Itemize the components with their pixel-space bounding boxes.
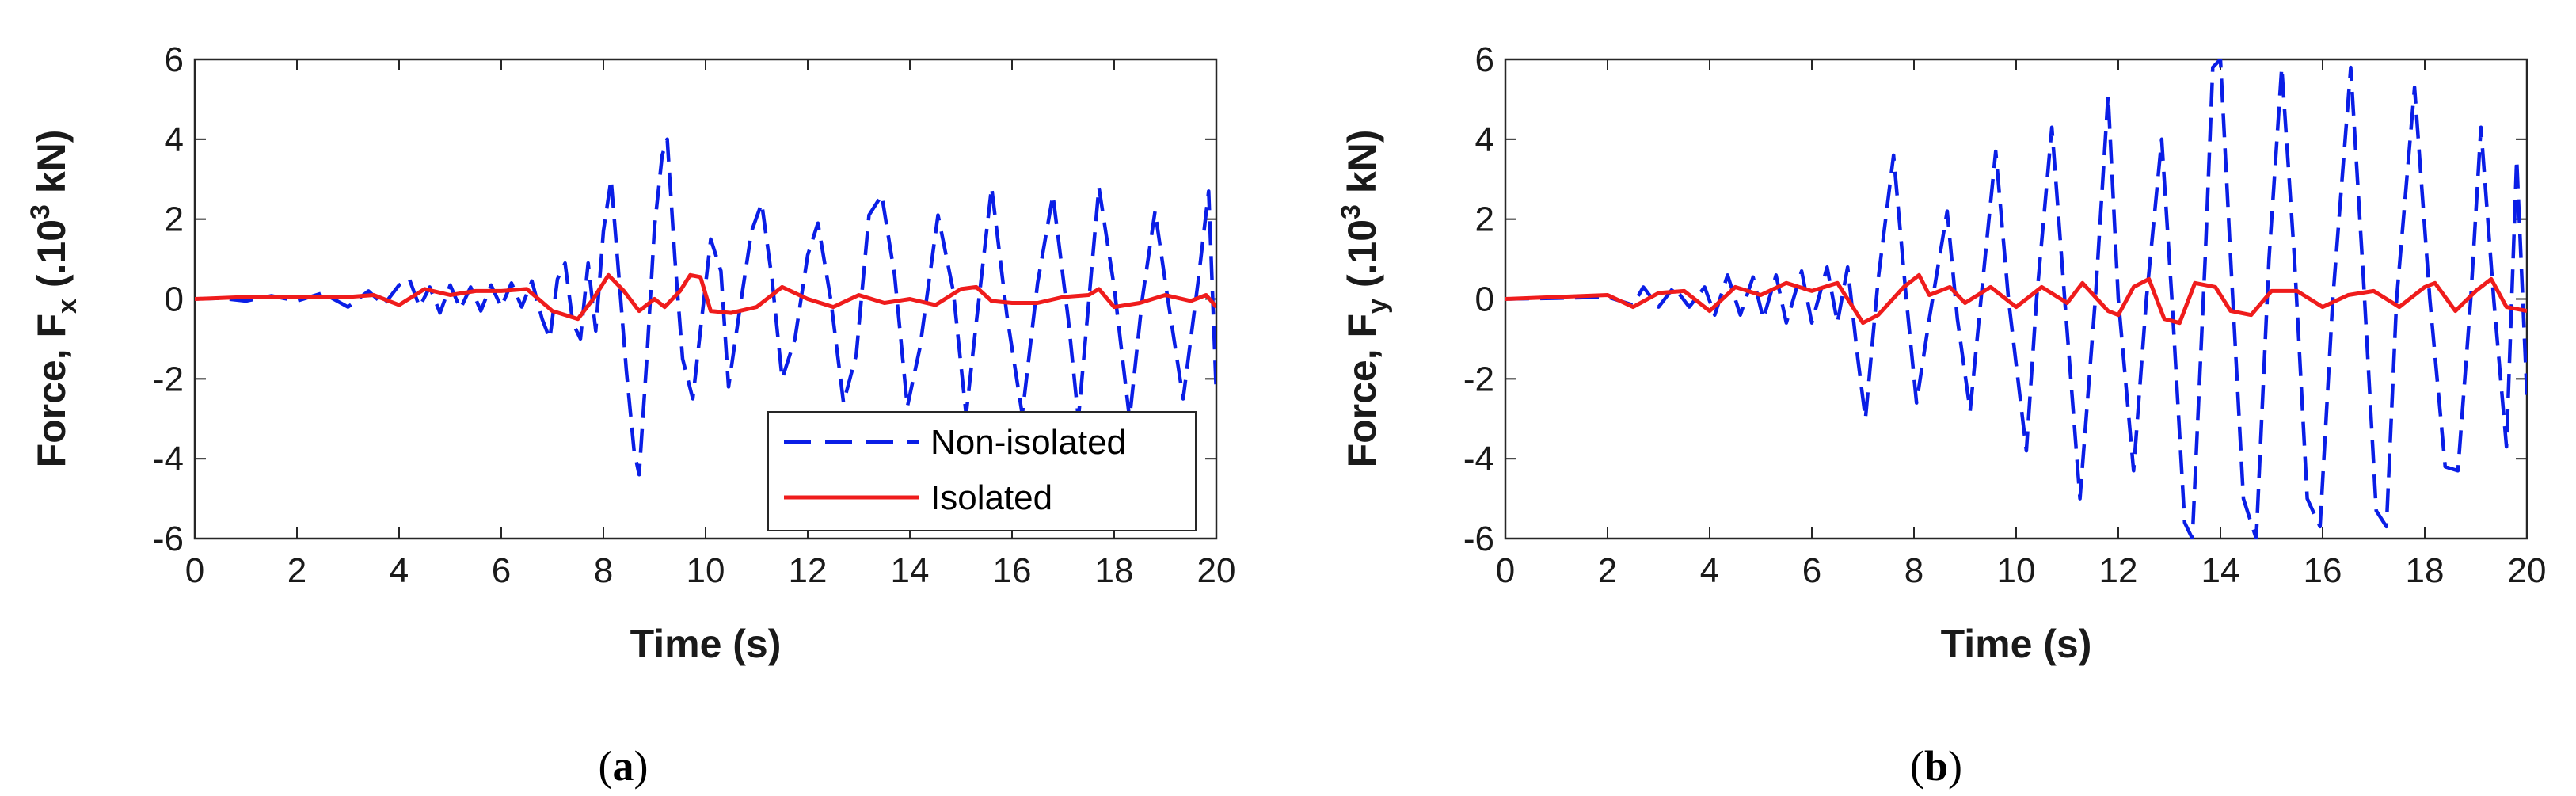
x-axis-title-a: Time (s) (630, 622, 782, 666)
x-tick-label: 18 (1095, 551, 1134, 590)
subcaption-a-open: ( (599, 742, 613, 790)
y-tick-label: -2 (1463, 360, 1494, 398)
x-tick-label: 8 (1904, 551, 1923, 590)
panel-b: 0 2 4 6 8 10 12 14 16 18 20 -6 -4 -2 0 2 4 6 Time (s) For… (1336, 40, 2546, 790)
x-tick-label: 6 (1802, 551, 1821, 590)
x-tick-label: 2 (1598, 551, 1617, 590)
subcaption-a-close: ) (634, 742, 649, 790)
y-tick-label: -6 (153, 520, 184, 558)
y-axis-title-unit-open-a: (.10 (29, 219, 74, 299)
x-tick-label: 0 (1496, 551, 1515, 590)
y-axis-title-prefix-a: Force, F (29, 314, 74, 467)
subcaption-b-close: ) (1948, 742, 1962, 790)
x-tick-label: 18 (2406, 551, 2445, 590)
y-tick-label: 6 (1475, 40, 1494, 79)
x-axis-title-b: Time (s) (1941, 622, 2092, 666)
x-tick-label: 2 (287, 551, 306, 590)
y-tick-label: 4 (165, 120, 184, 159)
legend-box-a (767, 411, 1197, 531)
series-line-isolated (1505, 272, 2527, 326)
y-tick-label: 6 (165, 40, 184, 79)
y-axis-title-sup-a: 3 (25, 204, 55, 219)
y-axis-title-unit-open-b: (.10 (1340, 219, 1384, 299)
ticks-a: 0 2 4 6 8 10 12 14 16 18 20 -6 -4 -2 0 2 4 6 (153, 40, 1236, 590)
x-tick-label: 16 (2304, 551, 2342, 590)
subcaption-b: (b) (1910, 742, 1962, 790)
legend-label-non-isolated: Non-isolated (930, 423, 1126, 462)
y-tick-label: -6 (1463, 520, 1494, 558)
y-tick-label: 0 (165, 280, 184, 319)
y-tick-label: 4 (1475, 120, 1494, 159)
x-tick-label: 14 (891, 551, 930, 590)
y-tick-label: 0 (1475, 280, 1494, 319)
subcaption-a: (a) (599, 742, 649, 790)
series-line-non-isolated (1505, 59, 2527, 539)
x-tick-label: 4 (1700, 551, 1719, 590)
y-tick-label: 2 (1475, 200, 1494, 239)
x-tick-label: 20 (2508, 551, 2547, 590)
y-axis-title-sup-b: 3 (1336, 204, 1366, 219)
x-tick-label: 4 (390, 551, 409, 590)
y-axis-title-sub-b: y (1363, 299, 1393, 314)
y-axis-title-b: Force, Fy (.103 kN) (1336, 130, 1393, 468)
y-tick-label: 2 (165, 200, 184, 239)
subcaption-b-open: ( (1910, 742, 1924, 790)
x-tick-label: 0 (185, 551, 204, 590)
y-tick-label: -4 (1463, 440, 1494, 478)
x-tick-label: 10 (1997, 551, 2036, 590)
series-b (1505, 59, 2527, 539)
x-tick-label: 10 (687, 551, 725, 590)
ticks-b: 0 2 4 6 8 10 12 14 16 18 20 -6 -4 -2 0 2 4 6 (1463, 40, 2547, 590)
y-axis-title-unit-close-a: kN) (29, 130, 74, 204)
panel-a: 0 2 4 6 8 10 12 14 16 18 20 -6 -4 -2 0 2 4 6 Time (s) For… (25, 40, 1235, 790)
x-tick-label: 20 (1197, 551, 1236, 590)
y-axis-title-prefix-b: Force, F (1340, 314, 1384, 467)
x-tick-label: 16 (993, 551, 1032, 590)
x-tick-label: 8 (594, 551, 613, 590)
plot-area-b (1504, 58, 2528, 540)
legend-label-isolated: Isolated (930, 478, 1052, 517)
series-line-isolated (195, 272, 1216, 322)
y-axis-title-unit-close-b: kN) (1340, 130, 1384, 204)
y-axis-title-sub-a: x (52, 299, 82, 314)
subcaption-a-letter: a (613, 742, 634, 790)
x-tick-label: 14 (2201, 551, 2240, 590)
x-tick-label: 6 (492, 551, 511, 590)
y-axis-title-a: Force, Fx (.103 kN) (25, 130, 82, 468)
x-tick-label: 12 (789, 551, 828, 590)
y-tick-label: -2 (153, 360, 184, 398)
x-tick-label: 12 (2099, 551, 2138, 590)
subcaption-b-letter: b (1924, 742, 1948, 790)
y-tick-label: -4 (153, 440, 184, 478)
legend-a: Non-isolated Isolated (767, 411, 1197, 531)
